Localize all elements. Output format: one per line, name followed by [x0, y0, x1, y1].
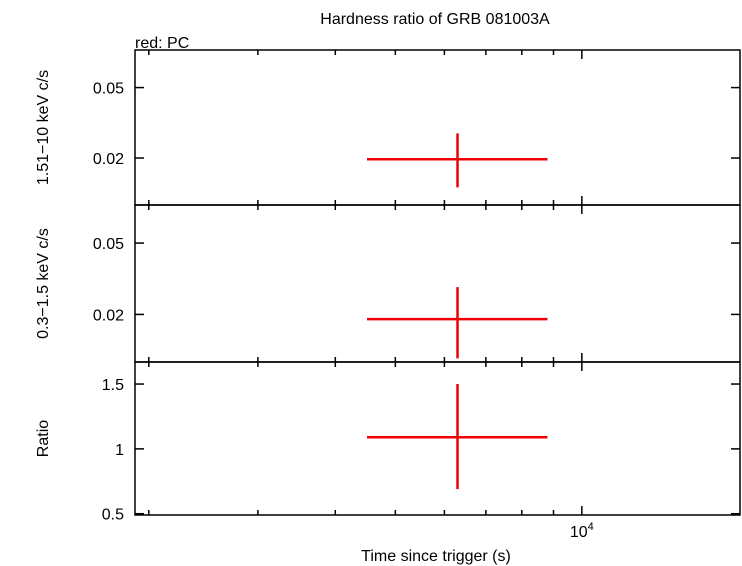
chart-title: Hardness ratio of GRB 081003A: [320, 11, 550, 28]
legend-label: red: PC: [135, 35, 189, 52]
panel-frame: [134, 204, 741, 363]
y-tick-label: 0.02: [93, 307, 124, 324]
panel-frame: [134, 361, 741, 516]
panel-3: 0.5 1 1.5 Ratio: [35, 361, 741, 524]
plot-layer: 0.02 0.05 1.51−10 keV c/s 0.02 0.05 0.3−1.5 k…: [35, 49, 741, 541]
y-tick-label: 0.05: [93, 236, 124, 253]
x-axis-label: Time since trigger (s): [361, 548, 511, 565]
y-axis-label: Ratio: [35, 420, 52, 457]
y-tick-label: 0.05: [93, 81, 124, 98]
data-point: [366, 287, 548, 359]
x-tick-label-exponent: 4: [588, 521, 594, 533]
panel-frame: [134, 49, 741, 206]
y-tick-label: 0.5: [102, 507, 124, 524]
x-tick-label: 104: [570, 521, 594, 541]
data-point: [366, 133, 548, 188]
y-tick-label: 1.5: [102, 377, 124, 394]
y-axis-label: 1.51−10 keV c/s: [35, 70, 52, 185]
panel-1: 0.02 0.05 1.51−10 keV c/s: [35, 49, 741, 206]
y-tick-label: 1: [115, 442, 124, 459]
panel-2: 0.02 0.05 0.3−1.5 keV c/s: [35, 204, 741, 363]
data-point: [366, 384, 548, 490]
x-tick-label-base: 10: [570, 524, 588, 541]
y-axis-label: 0.3−1.5 keV c/s: [35, 228, 52, 339]
y-tick-label: 0.02: [93, 151, 124, 168]
